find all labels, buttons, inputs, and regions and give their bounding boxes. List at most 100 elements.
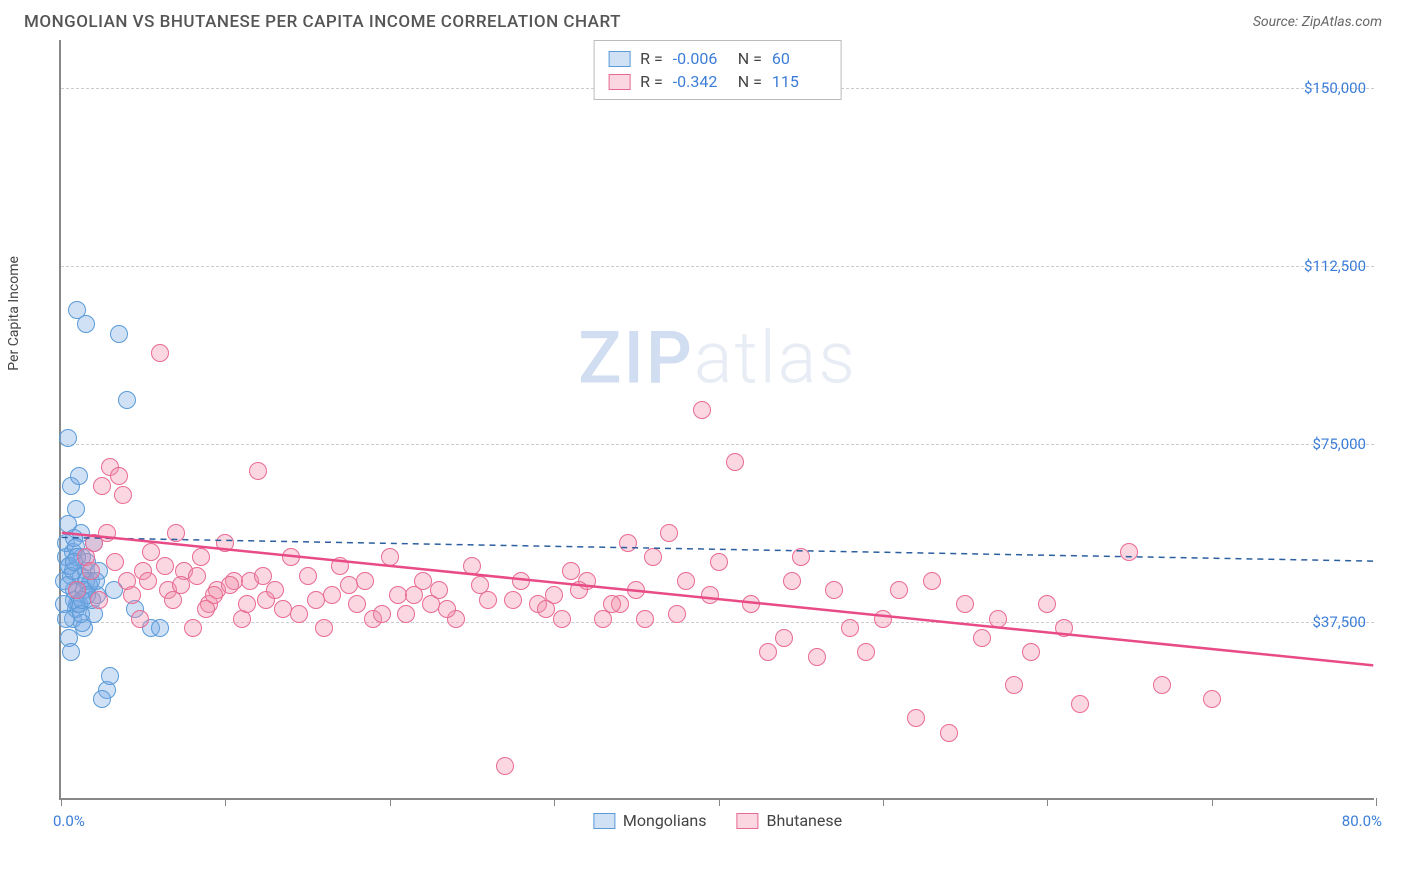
data-point (188, 567, 206, 585)
data-point (874, 610, 892, 628)
data-point (636, 610, 654, 628)
legend-label: Bhutanese (767, 811, 843, 830)
data-point (238, 595, 256, 613)
xtick (1376, 798, 1377, 806)
chart-title: MONGOLIAN VS BHUTANESE PER CAPITA INCOME… (24, 12, 621, 32)
ytick-label: $112,500 (1304, 257, 1366, 275)
data-point (114, 486, 132, 504)
data-point (726, 453, 744, 471)
data-point (693, 401, 711, 419)
data-point (373, 605, 391, 623)
swatch-icon (737, 813, 759, 829)
data-point (381, 548, 399, 566)
data-point (82, 562, 100, 580)
stat-n-value: 60 (772, 49, 827, 68)
data-point (274, 600, 292, 618)
gridline (61, 444, 1374, 445)
data-point (1022, 643, 1040, 661)
data-point (77, 315, 95, 333)
data-point (438, 600, 456, 618)
xtick (61, 798, 62, 806)
data-point (907, 709, 925, 727)
data-point (603, 595, 621, 613)
data-point (1203, 690, 1221, 708)
data-point (348, 595, 366, 613)
data-point (660, 524, 678, 542)
data-point (857, 643, 875, 661)
data-point (254, 567, 272, 585)
data-point (792, 548, 810, 566)
stat-r-label: R = (640, 72, 663, 91)
data-point (192, 548, 210, 566)
stat-n-label: N = (738, 49, 762, 68)
data-point (496, 757, 514, 775)
stat-r-value: -0.342 (673, 72, 728, 91)
data-point (537, 600, 555, 618)
data-point (1055, 619, 1073, 637)
stats-row: R = -0.342 N = 115 (608, 70, 827, 93)
data-point (1120, 543, 1138, 561)
data-point (340, 576, 358, 594)
data-point (290, 605, 308, 623)
data-point (940, 724, 958, 742)
gridline (61, 266, 1374, 267)
data-point (93, 690, 111, 708)
data-point (742, 595, 760, 613)
gridline (61, 622, 1374, 623)
stat-r-label: R = (640, 49, 663, 68)
data-point (249, 462, 267, 480)
data-point (668, 605, 686, 623)
xtick (554, 798, 555, 806)
data-point (110, 325, 128, 343)
data-point (890, 581, 908, 599)
data-point (331, 557, 349, 575)
ytick-label: $75,000 (1312, 435, 1366, 453)
data-point (825, 581, 843, 599)
data-point (677, 572, 695, 590)
data-point (504, 591, 522, 609)
data-point (956, 595, 974, 613)
stats-box: R = -0.006 N = 60 R = -0.342 N = 115 (593, 40, 842, 100)
swatch-icon (608, 74, 630, 90)
data-point (90, 591, 108, 609)
xtick-end: 80.0% (1342, 812, 1382, 830)
data-point (783, 572, 801, 590)
data-point (356, 572, 374, 590)
legend-item: Bhutanese (737, 811, 843, 830)
data-point (221, 576, 239, 594)
data-point (1071, 695, 1089, 713)
data-point (93, 477, 111, 495)
data-point (759, 643, 777, 661)
data-point (619, 534, 637, 552)
data-point (315, 619, 333, 637)
data-point (841, 619, 859, 637)
data-point (106, 553, 124, 571)
xtick (1047, 798, 1048, 806)
data-point (151, 619, 169, 637)
y-axis-label: Per Capita Income (6, 256, 22, 371)
data-point (701, 586, 719, 604)
bottom-legend: Mongolians Bhutanese (593, 811, 842, 830)
data-point (299, 567, 317, 585)
data-point (463, 557, 481, 575)
data-point (156, 557, 174, 575)
xtick-start: 0.0% (53, 812, 85, 830)
data-point (98, 524, 116, 542)
xtick (390, 798, 391, 806)
stat-n-value: 115 (772, 72, 827, 91)
data-point (775, 629, 793, 647)
legend-label: Mongolians (623, 811, 707, 830)
data-point (323, 586, 341, 604)
xtick (719, 798, 720, 806)
data-point (644, 548, 662, 566)
data-point (172, 576, 190, 594)
data-point (139, 572, 157, 590)
plot-area: ZIPatlas $37,500$75,000$112,500$150,000 … (59, 40, 1374, 800)
watermark: ZIPatlas (578, 316, 857, 401)
data-point (989, 610, 1007, 628)
source-label: Source: ZipAtlas.com (1253, 14, 1382, 30)
data-point (68, 581, 86, 599)
data-point (397, 605, 415, 623)
data-point (151, 344, 169, 362)
data-point (923, 572, 941, 590)
